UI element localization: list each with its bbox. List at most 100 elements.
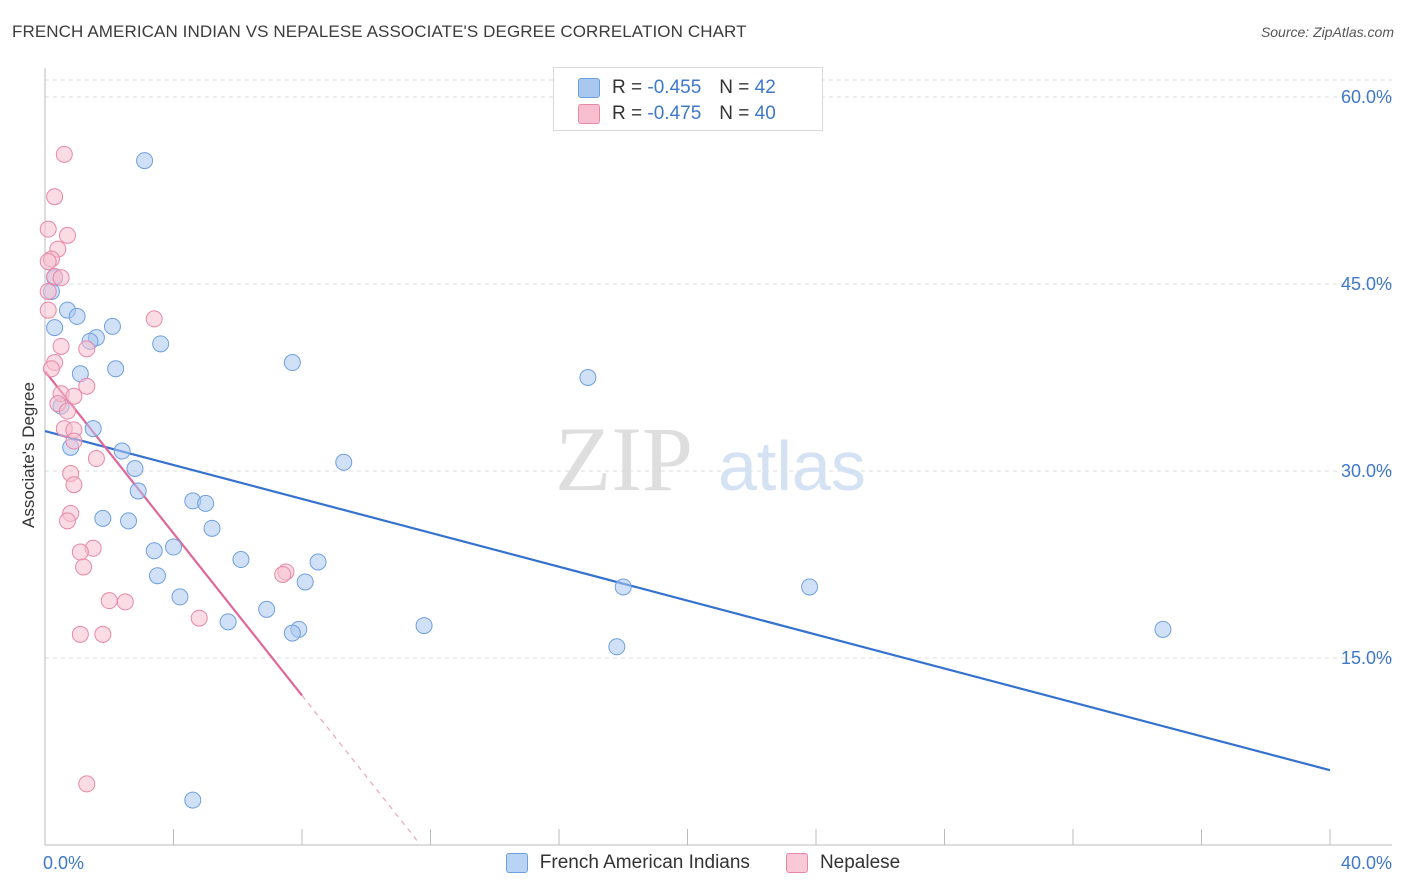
point-french <box>335 453 353 471</box>
watermark-atlas: atlas <box>718 427 866 505</box>
legend-label-french: French American Indians <box>539 852 750 873</box>
point-nepalese <box>78 340 96 358</box>
n-label: N = <box>719 103 750 124</box>
point-nepalese <box>94 625 112 643</box>
legend-item-french[interactable]: French American Indians <box>505 852 750 874</box>
point-french <box>283 624 301 642</box>
point-french <box>296 573 314 591</box>
point-french <box>219 613 237 631</box>
point-french <box>1154 620 1172 638</box>
point-french <box>608 638 626 656</box>
point-french <box>197 494 215 512</box>
point-nepalese <box>46 188 64 206</box>
point-nepalese <box>39 220 57 238</box>
y-tick-label: 30.0% <box>1341 461 1392 481</box>
point-french <box>232 551 250 569</box>
point-french <box>283 354 301 372</box>
point-french <box>614 578 632 596</box>
trend-line-1 <box>44 370 303 697</box>
n-value-nepalese: 40 <box>754 103 776 124</box>
r-value-nepalese: -0.475 <box>647 103 702 124</box>
stats-swatch-nepalese <box>578 104 600 124</box>
point-french <box>258 600 276 618</box>
legend-swatch-nepalese <box>785 853 808 873</box>
point-nepalese <box>274 565 292 583</box>
point-nepalese <box>78 377 96 395</box>
r-label: R = <box>612 77 643 98</box>
point-french <box>309 553 327 571</box>
point-french <box>84 420 102 438</box>
point-french <box>46 319 64 337</box>
point-nepalese <box>100 592 118 610</box>
point-nepalese <box>52 269 70 287</box>
r-value-french: -0.455 <box>647 77 702 98</box>
point-nepalese <box>75 558 93 576</box>
chart-title: FRENCH AMERICAN INDIAN VS NEPALESE ASSOC… <box>12 22 747 41</box>
watermark: ZIP atlas <box>555 408 866 510</box>
legend-swatch-french <box>505 853 528 873</box>
trend-extension-1 <box>301 695 419 842</box>
point-french <box>145 542 163 560</box>
point-nepalese <box>65 476 83 494</box>
point-nepalese <box>190 609 208 627</box>
x-tick-label-min: 0.0% <box>43 853 84 873</box>
y-tick-label: 15.0% <box>1341 648 1392 668</box>
point-nepalese <box>52 337 70 355</box>
tick-labels: 15.0% 30.0% 45.0% 60.0% 0.0% 40.0% <box>43 87 1392 873</box>
point-french <box>120 512 138 530</box>
point-french <box>415 617 433 635</box>
point-french <box>126 460 144 478</box>
axes <box>44 68 1392 846</box>
point-nepalese <box>39 282 57 300</box>
point-french <box>129 482 147 500</box>
point-nepalese <box>65 387 83 405</box>
point-french <box>165 538 182 556</box>
point-nepalese <box>42 360 60 378</box>
point-french <box>68 307 86 325</box>
point-nepalese <box>145 310 163 328</box>
legend-item-nepalese[interactable]: Nepalese <box>785 852 901 874</box>
r-label: R = <box>612 103 643 124</box>
stats-row-french: R = -0.455 N = 42 <box>578 76 776 100</box>
point-nepalese <box>39 301 57 319</box>
x-tick-label-max: 40.0% <box>1341 853 1392 873</box>
n-label: N = <box>719 77 750 98</box>
stats-swatch-french <box>578 78 600 98</box>
watermark-zip: ZIP <box>555 408 693 510</box>
point-french <box>107 360 125 378</box>
y-tick-label: 45.0% <box>1341 274 1392 294</box>
y-tick-label: 60.0% <box>1341 87 1392 107</box>
point-french <box>148 567 166 585</box>
point-french <box>171 588 189 606</box>
stats-legend: R = -0.455 N = 42 R = -0.475 N = 40 <box>553 67 823 131</box>
point-french <box>801 578 819 596</box>
point-french <box>136 152 154 170</box>
point-french <box>113 442 131 460</box>
point-nepalese <box>58 512 76 530</box>
point-nepalese <box>55 145 73 163</box>
point-french <box>579 369 597 386</box>
source-note: Source: ZipAtlas.com <box>1260 24 1394 40</box>
point-french <box>203 519 221 537</box>
point-nepalese <box>39 253 57 271</box>
trend-line-0 <box>44 430 1331 772</box>
stats-row-nepalese: R = -0.475 N = 40 <box>578 102 776 126</box>
point-french <box>152 335 170 353</box>
point-nepalese <box>78 775 96 793</box>
gridlines <box>45 79 1392 659</box>
point-nepalese <box>87 450 105 468</box>
series-legend: French American Indians Nepalese <box>0 852 1406 874</box>
point-nepalese <box>116 593 134 611</box>
point-nepalese <box>71 625 89 643</box>
point-french <box>184 791 202 809</box>
point-nepalese <box>65 432 83 450</box>
point-nepalese <box>58 226 76 244</box>
point-french <box>94 509 112 527</box>
y-axis-label: Associate's Degree <box>19 382 38 528</box>
legend-label-nepalese: Nepalese <box>819 852 901 873</box>
point-nepalese <box>71 543 89 561</box>
point-nepalese <box>58 402 76 420</box>
n-value-french: 42 <box>754 77 776 98</box>
point-french <box>103 317 121 335</box>
